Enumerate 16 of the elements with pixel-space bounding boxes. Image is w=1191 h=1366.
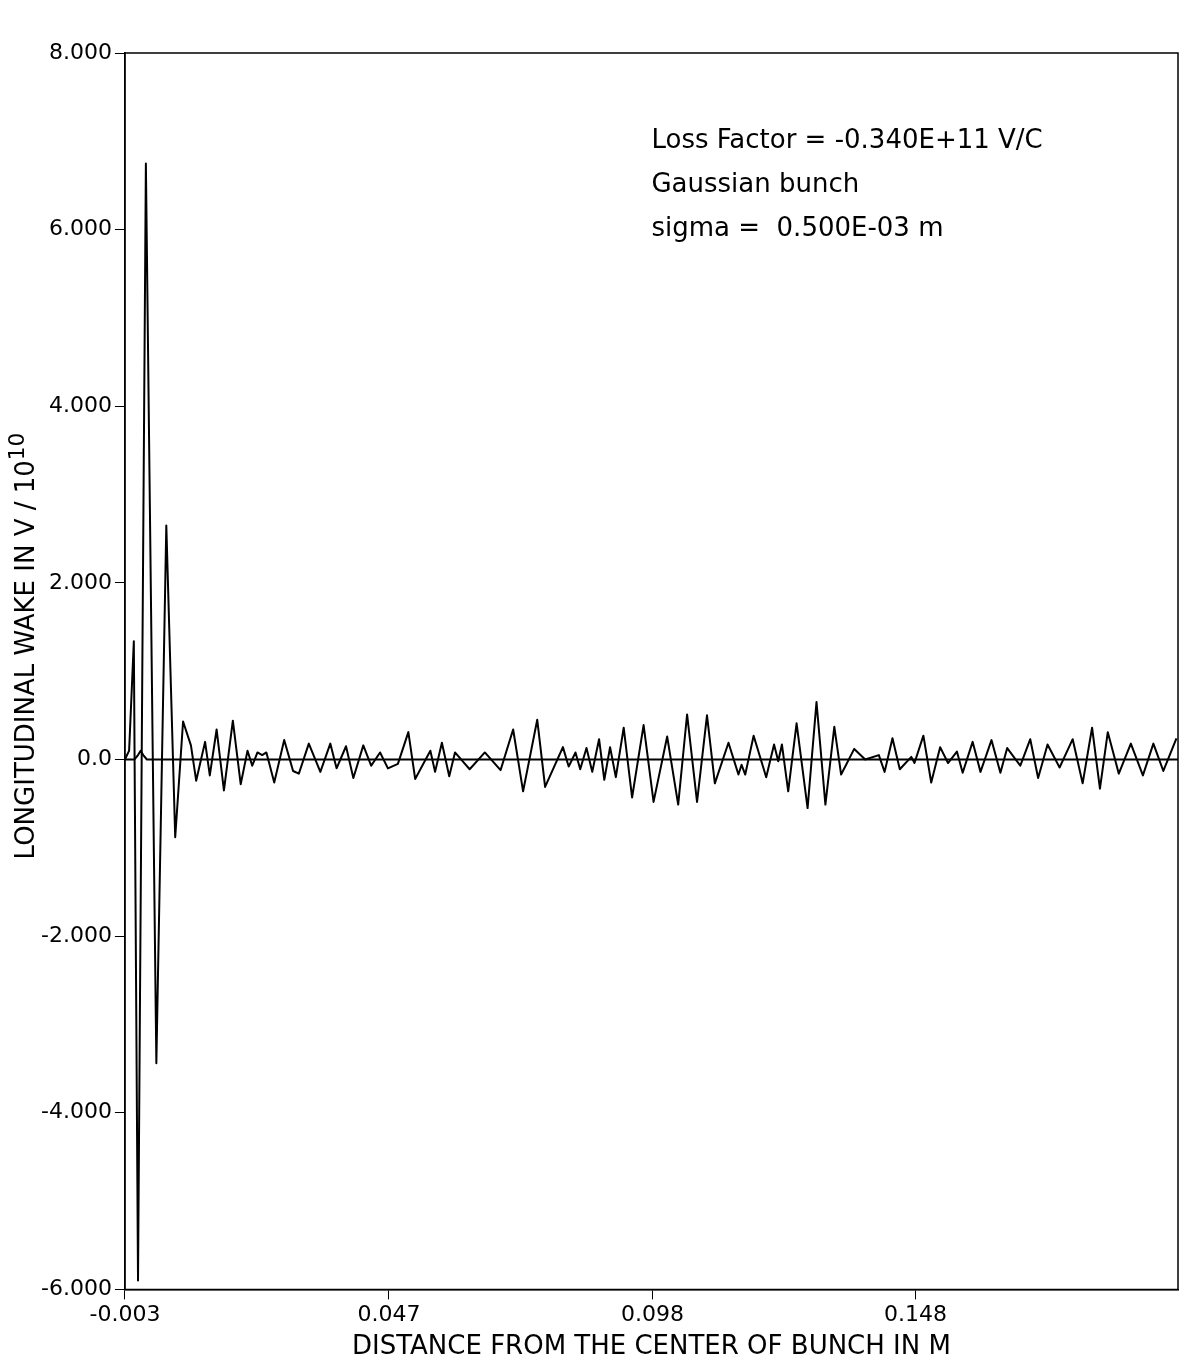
y-tick-label: -6.000 (41, 1275, 112, 1301)
annotation: Loss Factor = -0.340E+11 V/C (651, 123, 1043, 154)
annotation: Gaussian bunch (651, 167, 860, 198)
x-axis-title: DISTANCE FROM THE CENTER OF BUNCH IN M (352, 1330, 951, 1361)
y-tick-label: -2.000 (41, 921, 112, 947)
y-tick-label: 2.000 (48, 568, 112, 594)
y-tick-label: 8.000 (48, 38, 112, 64)
y-tick-label: 4.000 (48, 391, 112, 417)
x-tick-label: 0.098 (621, 1301, 684, 1327)
y-tick-label: 0.0 (76, 745, 112, 771)
y-tick-label: -4.000 (41, 1098, 112, 1124)
x-tick-label: -0.003 (89, 1301, 161, 1327)
y-tick-label: 6.000 (48, 215, 112, 241)
x-tick-label: 0.148 (884, 1301, 948, 1327)
annotation: sigma = 0.500E-03 m (651, 211, 944, 242)
x-tick-label: 0.047 (357, 1301, 421, 1327)
